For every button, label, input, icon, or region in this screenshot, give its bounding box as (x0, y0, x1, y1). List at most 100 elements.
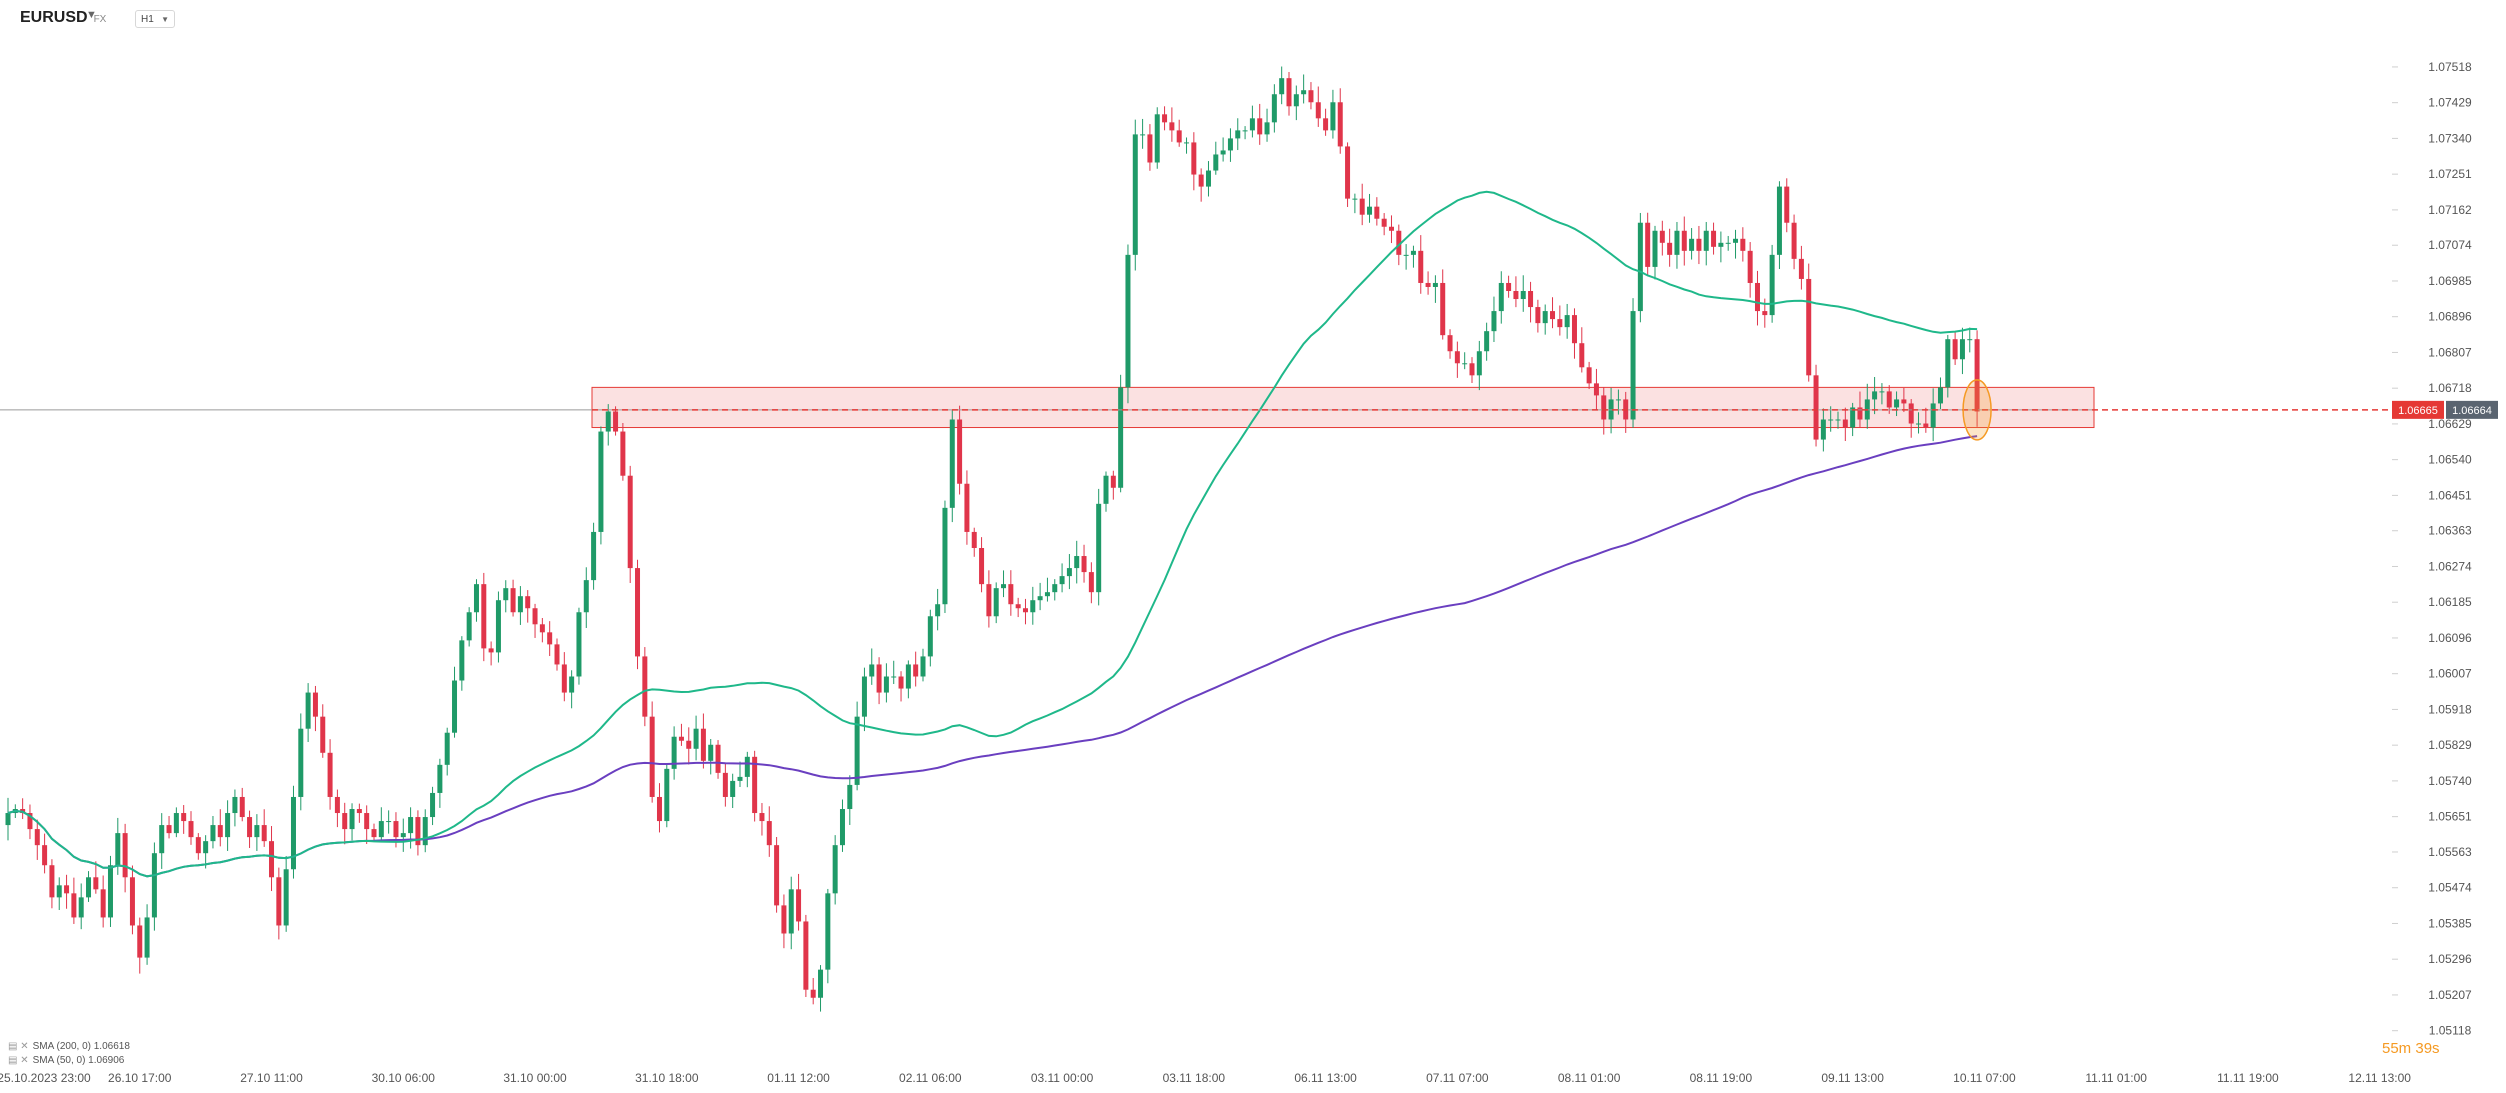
y-tick-label: 1.05740 (2428, 774, 2472, 788)
symbol-selector[interactable]: EURUSD FX (20, 9, 106, 27)
candle-body (481, 584, 487, 649)
candle-body (1257, 118, 1263, 135)
symbol-dropdown-icon[interactable]: ▼ (86, 9, 97, 21)
sma50-legend[interactable]: ▤ ✕ SMA (50, 0) 1.06906 (8, 1055, 124, 1066)
candle-body (671, 736, 677, 769)
eye-icon[interactable]: ▤ ✕ (8, 1055, 29, 1066)
candle-body (1645, 222, 1651, 267)
candle-body (1959, 339, 1965, 360)
candle-body (1484, 331, 1490, 352)
candle-body (957, 419, 963, 484)
candle-body (378, 821, 384, 838)
candle-body (664, 768, 670, 822)
candle-body (393, 821, 399, 838)
candle-body (1740, 238, 1746, 251)
candle-body (1454, 351, 1460, 364)
x-tick-label: 27.10 11:00 (240, 1071, 303, 1085)
candle-body (1447, 335, 1453, 352)
candle-body (847, 784, 853, 810)
eye-icon[interactable]: ▤ ✕ (8, 1041, 29, 1052)
candle-body (173, 813, 179, 834)
candle-body (49, 865, 55, 898)
y-tick-label: 1.05918 (2428, 702, 2472, 716)
candle-body (408, 817, 414, 834)
candle-body (495, 600, 501, 653)
candle-body (949, 419, 955, 508)
x-tick-label: 07.11 07:00 (1426, 1071, 1489, 1085)
candle-body (1081, 556, 1087, 573)
candle-body (1659, 230, 1665, 243)
candle-body (774, 845, 780, 906)
candle-body (327, 752, 333, 797)
candle-body (452, 680, 458, 733)
candle-body (488, 648, 494, 653)
candle-body (27, 813, 33, 830)
y-tick-label: 1.05385 (2428, 916, 2472, 930)
candles-layer (5, 66, 1980, 1012)
candle-body (122, 833, 128, 878)
candle-body (1286, 78, 1292, 107)
candle-body (1879, 391, 1885, 393)
candle-body (1293, 94, 1299, 107)
candle-body (5, 813, 11, 826)
candle-body (1403, 254, 1409, 256)
sma50-line (7, 190, 1978, 878)
candle-body (642, 656, 648, 717)
candle-body (1733, 238, 1739, 243)
candle-body (232, 796, 238, 814)
markers-layer: 1.06665 1.06664 (0, 379, 2498, 441)
candle-body (1271, 94, 1277, 123)
candle-body (1066, 568, 1072, 577)
x-tick-label: 03.11 18:00 (1163, 1071, 1226, 1085)
y-tick-label: 1.06007 (2428, 667, 2472, 681)
y-tick-label: 1.07429 (2428, 96, 2472, 110)
candle-body (510, 588, 516, 613)
price-axis: 1.07518 1.07429 1.07340 1.07251 1.07162 1.070… (2392, 60, 2472, 1038)
candle-body (883, 676, 889, 693)
candle-body (1908, 403, 1914, 424)
candle-body (979, 548, 985, 585)
y-tick-label: 1.06807 (2428, 345, 2472, 359)
candle-body (254, 825, 260, 838)
candle-body (569, 676, 575, 693)
candle-body (964, 483, 970, 532)
candle-body (1725, 242, 1731, 244)
candle-body (810, 989, 816, 998)
candle-body (269, 841, 275, 878)
y-tick-label: 1.06363 (2428, 524, 2472, 538)
sma-layer (7, 190, 1978, 878)
x-tick-label: 31.10 18:00 (635, 1071, 699, 1085)
candle-body (613, 411, 619, 432)
candle-body (459, 640, 465, 681)
y-tick-label: 1.07518 (2428, 60, 2472, 74)
candle-body (1162, 114, 1168, 123)
candle-body (1894, 399, 1900, 408)
candle-body (598, 431, 604, 532)
candle-body (1118, 387, 1124, 488)
sma200-legend[interactable]: ▤ ✕ SMA (200, 0) 1.06618 (8, 1041, 130, 1052)
candle-body (1916, 423, 1922, 425)
candle-body (905, 664, 911, 689)
candle-body (1528, 291, 1534, 308)
timeframe-selector[interactable]: H1 ▼ (135, 10, 175, 28)
candle-body (1220, 150, 1226, 155)
candle-body (430, 792, 436, 818)
current-price-badge (2446, 400, 2498, 419)
candle-body (371, 829, 377, 838)
candle-body (276, 877, 282, 926)
candle-body (803, 921, 809, 990)
candle-body (320, 716, 326, 753)
y-tick-label: 1.07162 (2428, 203, 2472, 217)
candle-body (1857, 407, 1863, 420)
y-tick-label: 1.06985 (2428, 274, 2472, 288)
candle-body (1762, 311, 1768, 316)
candle-body (144, 917, 150, 958)
candle-body (1593, 383, 1599, 396)
candle-body (503, 588, 509, 601)
candle-body (1001, 584, 1007, 589)
candle-body (1352, 198, 1358, 200)
candle-body (605, 411, 611, 432)
candle-body (627, 475, 633, 569)
bid-price-label: 1.06665 (2398, 405, 2438, 417)
